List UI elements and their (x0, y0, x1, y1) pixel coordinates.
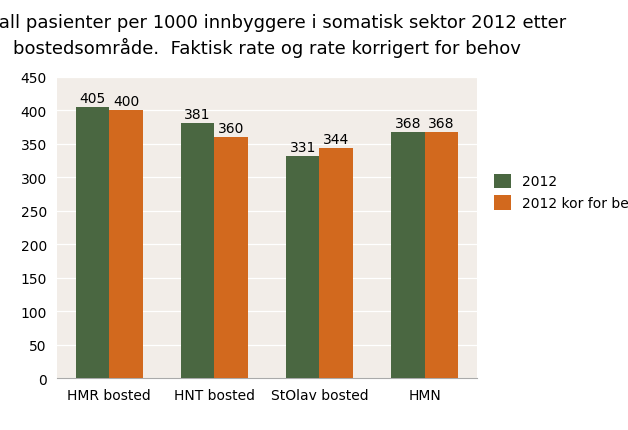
Bar (109, 111, 143, 378)
Text: 331: 331 (290, 141, 316, 155)
Bar (181, 123, 214, 378)
Text: 344: 344 (323, 132, 349, 146)
Text: 405: 405 (79, 92, 106, 105)
Bar (214, 138, 248, 378)
Text: 381: 381 (184, 108, 211, 122)
Bar (75, 108, 109, 378)
Title: Antall pasienter per 1000 innbyggere i somatisk sektor 2012 etter
bostedsområde.: Antall pasienter per 1000 innbyggere i s… (0, 14, 566, 58)
Bar (320, 148, 353, 378)
Bar (391, 132, 425, 378)
Bar (286, 157, 320, 378)
Text: 368: 368 (394, 116, 421, 130)
Text: 400: 400 (113, 95, 139, 109)
Text: 368: 368 (428, 116, 455, 130)
Bar (425, 132, 458, 378)
Legend: 2012, 2012 kor for beh: 2012, 2012 kor for beh (489, 169, 628, 216)
Text: 360: 360 (218, 122, 244, 135)
